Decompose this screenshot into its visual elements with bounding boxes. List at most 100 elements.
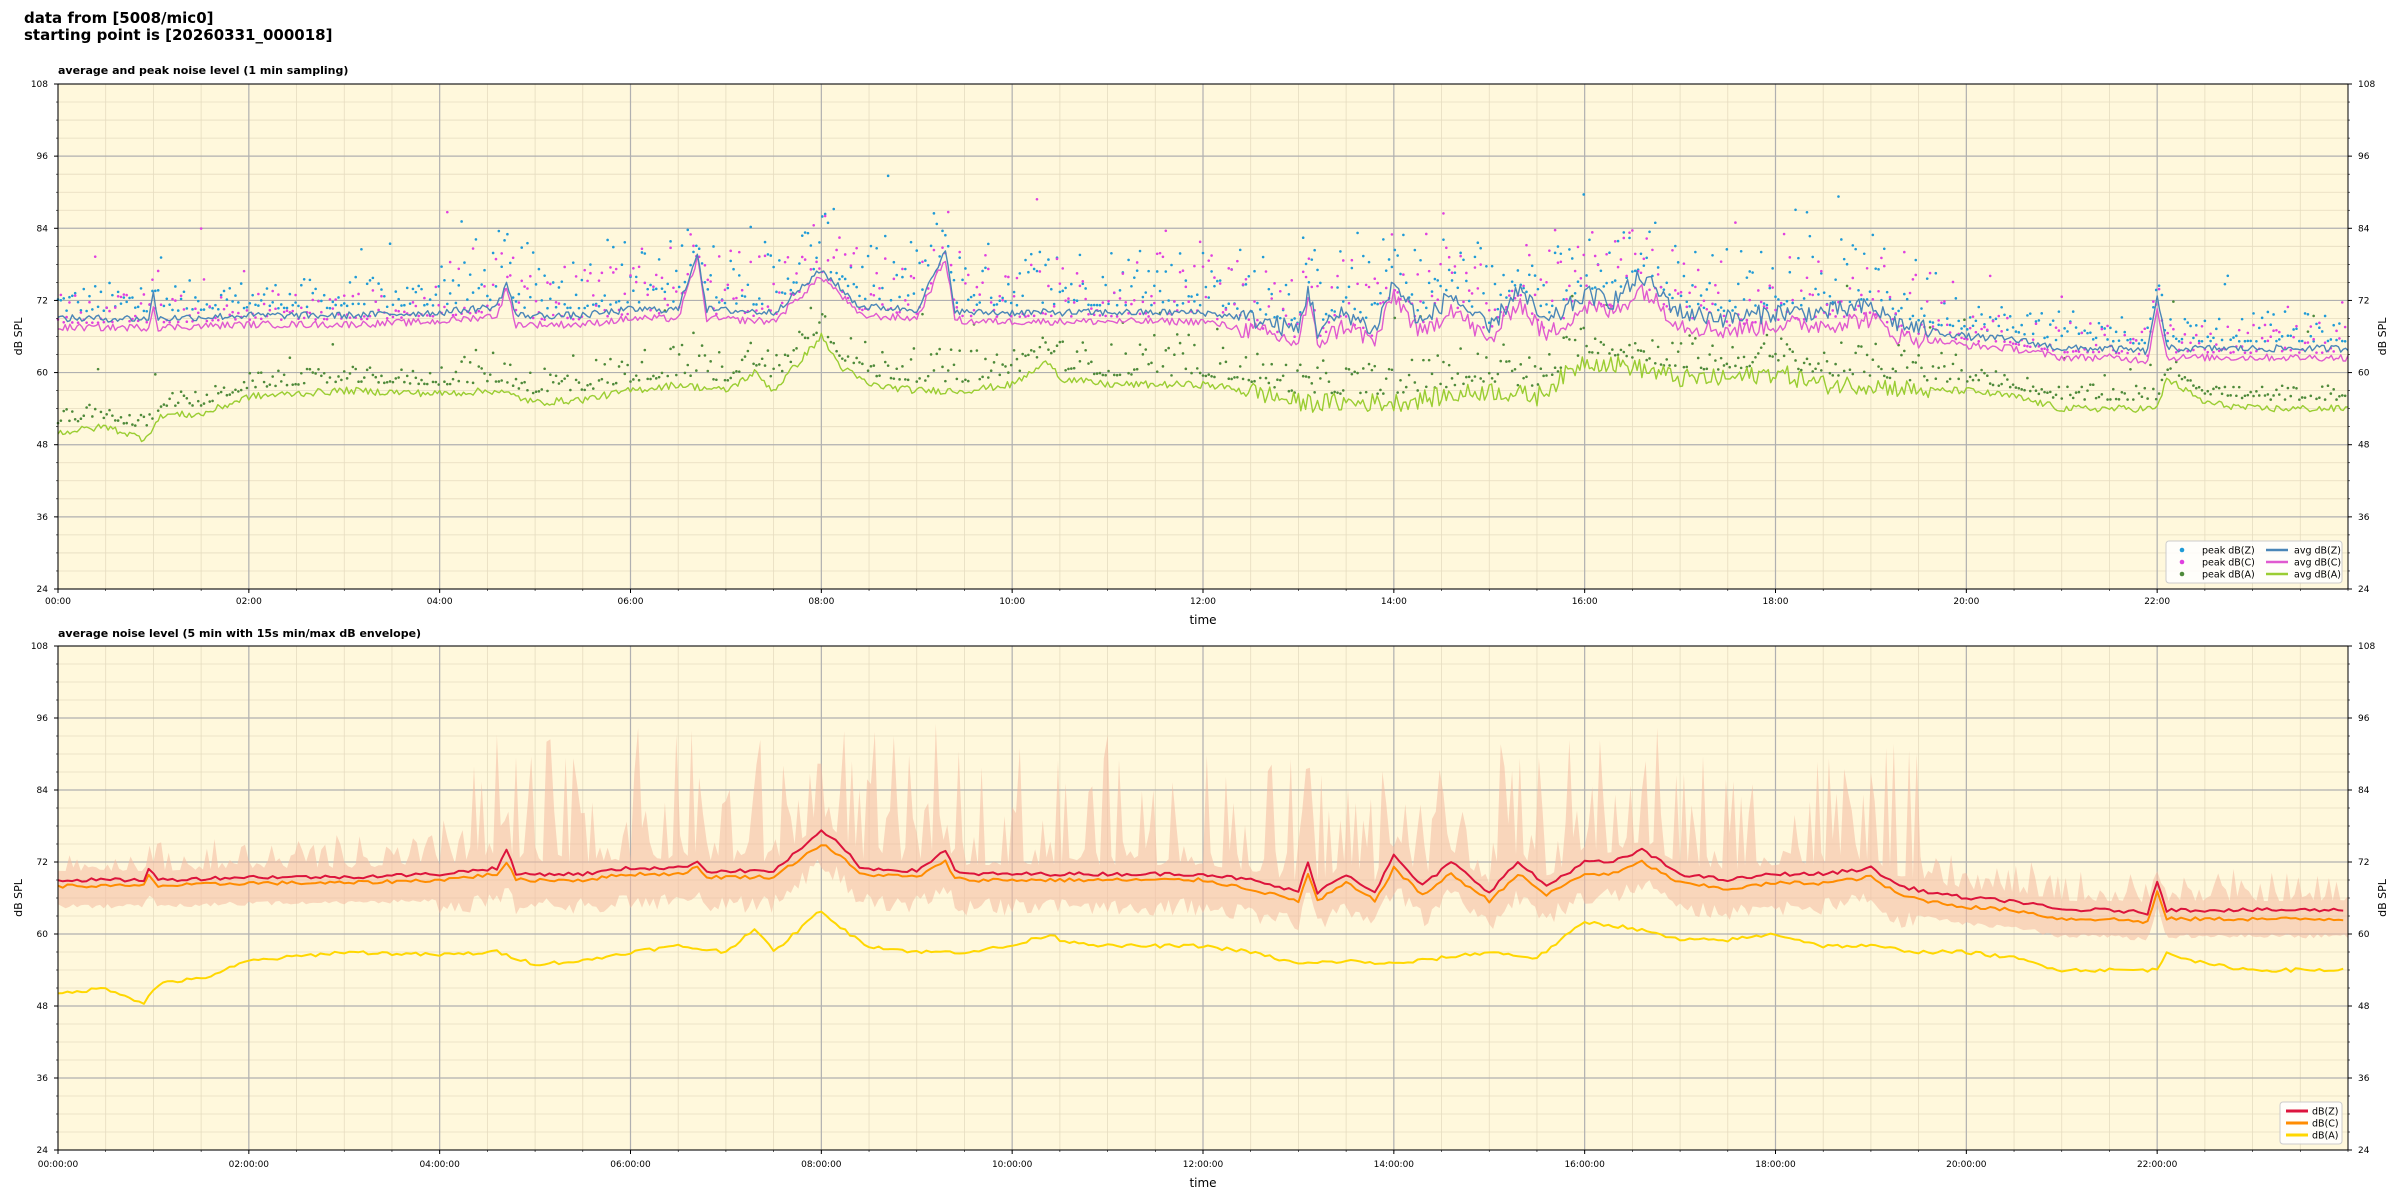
peak-c-point — [1364, 283, 1368, 287]
peak-z-point — [1516, 269, 1520, 272]
peak-a-point — [2255, 390, 2258, 393]
peak-a-point — [1754, 356, 1757, 359]
peak-z-point — [2074, 326, 2078, 329]
peak-z-point — [901, 275, 904, 279]
peak-a-point — [852, 361, 856, 365]
peak-c-point — [760, 307, 764, 310]
peak-a-point — [901, 365, 904, 368]
peak-c-point — [2120, 349, 2124, 353]
peak-c-point — [941, 246, 944, 249]
peak-z-point — [2215, 327, 2218, 331]
peak-c-point — [1825, 303, 1829, 307]
peak-a-point — [829, 340, 833, 344]
peak-z-point — [692, 250, 695, 254]
peak-z-point — [1447, 268, 1451, 272]
peak-c-point — [551, 313, 555, 317]
peak-z-point — [941, 229, 944, 233]
peak-z-point — [1954, 297, 1958, 300]
peak-z-point — [1353, 307, 1357, 311]
peak-a-point — [1651, 339, 1654, 342]
peak-c-point — [2169, 324, 2172, 327]
peak-z-point — [73, 291, 77, 295]
peak-z-point — [477, 286, 481, 290]
peak-c-point — [1759, 300, 1763, 304]
peak-c-point — [262, 302, 266, 306]
peak-z-point — [1216, 279, 1219, 283]
peak-a-point — [1885, 376, 1889, 379]
peak-c-point — [546, 281, 549, 284]
peak-a-point — [480, 367, 483, 370]
peak-z-point — [1510, 280, 1514, 283]
peak-c-point — [723, 288, 727, 292]
peak-a-point — [102, 416, 106, 420]
peak-z-point — [1559, 252, 1563, 256]
peak-a-point — [1012, 348, 1016, 352]
peak-c-point — [2152, 300, 2155, 303]
peak-z-point — [1379, 291, 1382, 295]
peak-a-point — [151, 417, 154, 420]
peak-z-point — [1253, 269, 1256, 273]
peak-a-point — [780, 369, 784, 373]
peak-z-point — [1104, 283, 1107, 287]
peak-a-point — [752, 362, 755, 366]
peak-c-point — [1038, 270, 1042, 273]
peak-z-point — [540, 299, 544, 302]
peak-z-point — [577, 306, 581, 310]
peak-a-point — [1831, 374, 1835, 377]
peak-c-point — [1367, 285, 1371, 289]
peak-z-point — [603, 294, 607, 297]
peak-a-point — [1702, 367, 1706, 371]
peak-a-point — [912, 347, 916, 350]
peak-a-point — [686, 363, 690, 367]
peak-z-point — [1782, 302, 1786, 306]
peak-a-point — [886, 364, 890, 367]
peak-c-point — [1559, 260, 1563, 264]
peak-a-point — [1591, 351, 1594, 354]
peak-z-point — [883, 234, 887, 238]
peak-c-point — [377, 308, 380, 312]
peak-z-point — [1384, 269, 1388, 272]
peak-z-point — [1304, 262, 1308, 266]
peak-c-point — [1390, 233, 1394, 236]
peak-c-point — [1447, 255, 1451, 259]
peak-a-point — [1688, 334, 1691, 337]
peak-z-point — [1070, 282, 1073, 286]
peak-a-point — [514, 377, 518, 381]
peak-z-point — [2011, 326, 2015, 329]
peak-c-point — [1181, 269, 1185, 273]
peak-a-point — [1525, 375, 1528, 379]
peak-z-point — [2243, 339, 2247, 343]
peak-z-point — [2197, 339, 2201, 343]
peak-z-point — [944, 233, 947, 237]
peak-z-point — [1602, 285, 1606, 288]
peak-a-point — [2046, 391, 2049, 395]
peak-z-point — [394, 290, 398, 293]
peak-z-point — [1236, 307, 1239, 310]
peak-a-point — [1642, 350, 1646, 353]
peak-a-point — [858, 361, 861, 364]
peak-z-point — [1943, 301, 1946, 305]
peak-a-point — [2106, 398, 2109, 401]
peak-c-point — [1882, 264, 1886, 268]
peak-a-point — [2054, 393, 2058, 397]
peak-c-point — [1221, 311, 1225, 314]
peak-c-point — [2028, 345, 2032, 349]
peak-z-point — [1633, 269, 1637, 273]
peak-c-point — [1716, 291, 1720, 295]
peak-c-point — [1442, 212, 1445, 215]
peak-a-point — [849, 336, 853, 340]
peak-c-point — [431, 314, 435, 318]
peak-c-point — [1971, 315, 1975, 318]
peak-z-point — [1387, 258, 1391, 261]
peak-z-point — [1679, 294, 1683, 298]
peak-z-point — [1945, 317, 1949, 320]
peak-c-point — [2046, 348, 2049, 352]
peak-a-point — [889, 376, 893, 380]
peak-c-point — [669, 246, 672, 250]
peak-c-point — [176, 320, 180, 324]
y-tick-label-right: 72 — [2358, 858, 2369, 868]
peak-a-point — [1284, 363, 1288, 367]
peak-a-point — [1447, 363, 1451, 367]
peak-z-point — [841, 275, 844, 278]
